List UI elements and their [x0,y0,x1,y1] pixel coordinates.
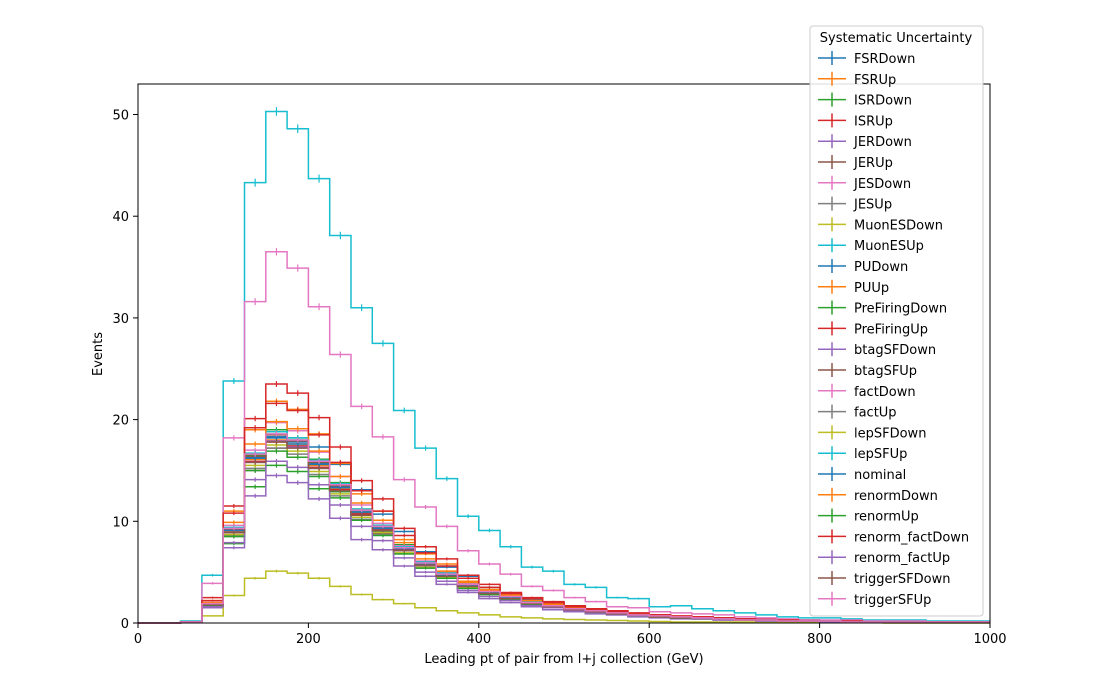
legend-entry-renorm_factUp: renorm_factUp [818,550,950,566]
x-axis: 0 200 400 600 800 1000 [134,623,1007,647]
legend-entry-renorm_factDown: renorm_factDown [818,529,969,545]
y-axis: 0 10 20 30 40 50 [112,109,138,632]
legend-label: JESUp [853,198,892,213]
legend-label: renormUp [854,510,919,525]
legend-entry-factUp: factUp [818,404,897,421]
legend-label: PreFiringDown [854,302,947,317]
legend-entry-MuonESUp: MuonESUp [818,238,924,254]
series-errorbars-MuonESUp [190,107,980,622]
legend-entry-renormUp: renormUp [818,508,919,525]
legend-entry-renormDown: renormDown [818,487,938,504]
legend-label: PUDown [854,260,908,275]
legend-label: lepSFUp [854,447,907,462]
x-axis-label: Leading pt of pair from l+j collection (… [424,652,703,667]
x-tick-label: 800 [807,632,832,647]
legend-entry-lepSFUp: lepSFUp [818,446,907,462]
legend-entry-PUUp: PUUp [818,279,889,296]
legend-label: lepSFDown [854,426,926,441]
legend-label: renorm_factUp [854,551,950,566]
legend-label: renorm_factDown [854,530,969,545]
legend-label: MuonESUp [854,239,924,254]
series-line-MuonESUp [138,110,990,624]
legend-label: PreFiringUp [854,322,928,337]
legend-title: Systematic Uncertainty [820,31,973,46]
x-tick-label: 400 [466,632,491,647]
legend-label: JESDown [853,177,911,192]
legend-entry-lepSFDown: lepSFDown [818,425,926,441]
legend-label: JERUp [853,156,893,171]
legend-label: MuonESDown [854,218,943,233]
legend-entry-triggerSFUp: triggerSFUp [818,591,931,608]
plot-series-group [138,107,990,624]
legend-entry-triggerSFDown: triggerSFDown [818,571,950,587]
legend-label: btagSFUp [854,364,917,379]
legend-label: triggerSFDown [854,572,950,587]
legend-label: FSRUp [854,73,896,88]
legend: Systematic Uncertainty FSRDown FSRUp ISRDo… [809,25,984,617]
legend-entry-FSRUp: FSRUp [818,71,896,88]
legend-label: JERDown [853,135,912,150]
y-axis-label: Events [91,332,106,376]
series-line-factDown [138,251,990,624]
x-tick-label: 0 [134,632,142,647]
legend-entry-JERUp: JERUp [818,155,893,171]
legend-entry-JERDown: JERDown [818,134,912,150]
legend-entry-MuonESDown: MuonESDown [818,217,943,233]
legend-entry-factDown: factDown [818,383,916,400]
legend-label: factDown [854,385,916,400]
legend-entry-ISRUp: ISRUp [818,113,893,129]
series-line-MuonESDown [138,570,990,624]
x-tick-label: 1000 [973,632,1006,647]
plot-frame [137,83,991,624]
legend-entry-JESUp: JESUp [818,196,892,213]
x-tick-label: 600 [637,632,662,647]
legend-entry-PreFiringUp: PreFiringUp [818,321,928,337]
legend-entries: FSRDown FSRUp ISRDown ISRUp JERDown JERUp JESD… [818,51,969,608]
legend-entry-FSRDown: FSRDown [818,51,915,67]
legend-label: renormDown [854,489,938,504]
legend-label: PUUp [854,281,889,296]
y-tick-label: 40 [112,210,129,225]
y-tick-label: 50 [112,109,129,124]
legend-entry-ISRDown: ISRDown [818,92,912,109]
legend-label: ISRUp [854,114,893,129]
legend-label: triggerSFUp [854,593,931,608]
legend-label: btagSFDown [854,343,936,358]
legend-entry-PUDown: PUDown [818,259,908,275]
series-errorbars-triggerSFUp [190,431,980,623]
y-tick-label: 30 [112,312,129,327]
legend-entry-nominal: nominal [818,467,906,483]
legend-label: factUp [854,406,897,421]
legend-label: ISRDown [854,94,912,109]
x-tick-label: 200 [296,632,321,647]
legend-entry-JESDown: JESDown [818,175,911,192]
y-tick-label: 20 [112,414,129,429]
legend-entry-btagSFUp: btagSFUp [818,363,917,379]
y-tick-label: 0 [121,617,129,632]
legend-box [809,25,984,617]
legend-entry-btagSFDown: btagSFDown [818,342,936,358]
legend-label: FSRDown [854,52,915,67]
y-tick-label: 10 [112,515,129,530]
legend-label: nominal [854,468,906,483]
legend-entry-PreFiringDown: PreFiringDown [818,300,947,317]
